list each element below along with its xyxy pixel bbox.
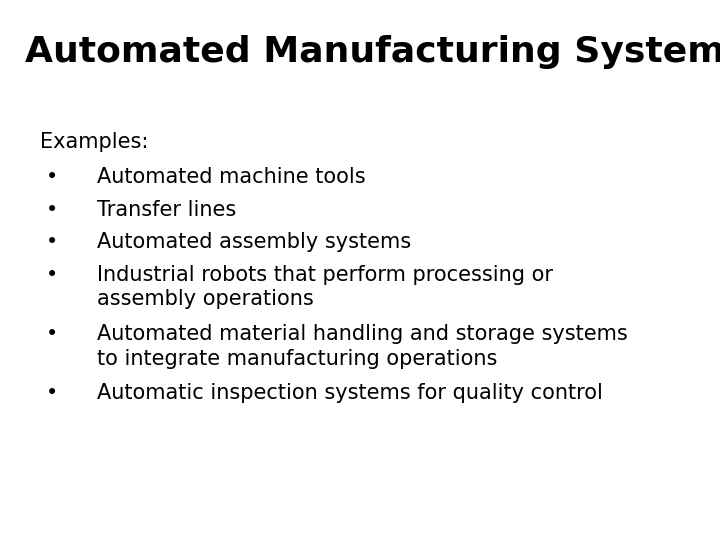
Text: •: •: [45, 200, 58, 220]
Text: •: •: [45, 167, 58, 187]
Text: •: •: [45, 383, 58, 403]
Text: Automated Manufacturing Systems: Automated Manufacturing Systems: [25, 35, 720, 69]
Text: Automated assembly systems: Automated assembly systems: [97, 232, 411, 252]
Text: Examples:: Examples:: [40, 132, 148, 152]
Text: Automated machine tools: Automated machine tools: [97, 167, 366, 187]
Text: Automatic inspection systems for quality control: Automatic inspection systems for quality…: [97, 383, 603, 403]
Text: •: •: [45, 324, 58, 344]
Text: Transfer lines: Transfer lines: [97, 200, 236, 220]
Text: •: •: [45, 265, 58, 285]
Text: Automated material handling and storage systems
to integrate manufacturing opera: Automated material handling and storage …: [97, 324, 628, 369]
Text: •: •: [45, 232, 58, 252]
Text: Industrial robots that perform processing or
assembly operations: Industrial robots that perform processin…: [97, 265, 553, 309]
